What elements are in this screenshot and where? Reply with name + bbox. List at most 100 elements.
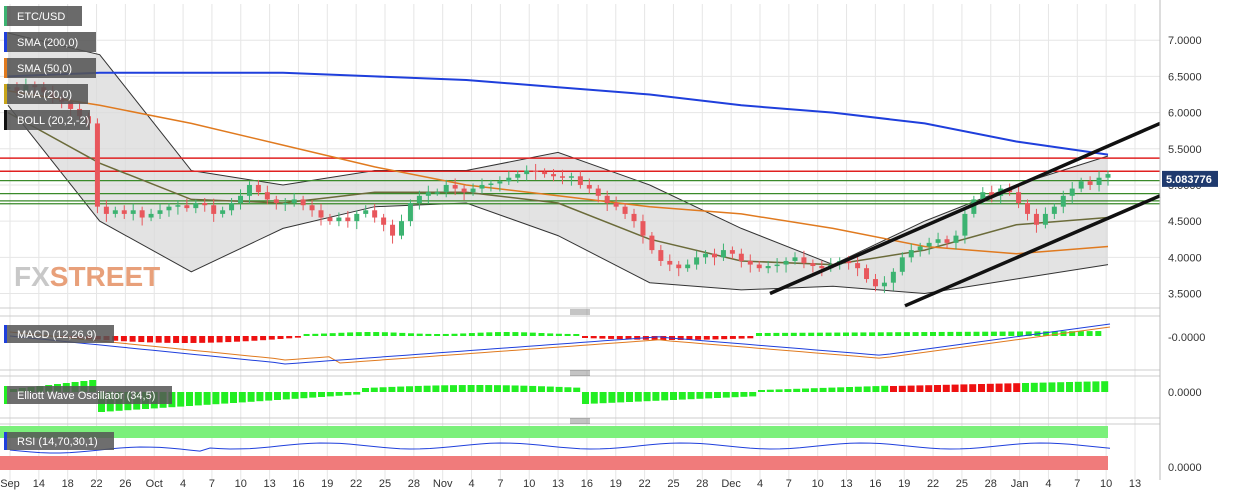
ewo-histogram-bar	[661, 392, 669, 401]
candle	[756, 264, 762, 269]
ewo-histogram-bar	[1083, 381, 1091, 392]
candle	[792, 257, 798, 261]
ewo-histogram-bar	[546, 386, 554, 392]
ewo-histogram-bar	[960, 384, 968, 392]
candle	[94, 123, 100, 207]
candle	[479, 184, 485, 189]
macd-label-box[interactable]: MACD (12,26,9)	[4, 325, 114, 343]
ewo-histogram-bar	[1013, 383, 1021, 392]
candle	[220, 210, 226, 214]
candle	[407, 203, 413, 222]
macd-histogram-bar	[538, 333, 545, 336]
macd-histogram-bar	[625, 336, 632, 340]
x-tick-label: 4	[468, 478, 474, 490]
legend-swatch	[4, 110, 7, 130]
ewo-histogram-bar	[476, 385, 484, 392]
candle	[899, 257, 905, 272]
ewo-histogram-bar	[441, 385, 449, 392]
candle	[1105, 174, 1111, 178]
y-tick-label: 5.5000	[1168, 144, 1202, 156]
macd-histogram-bar	[268, 336, 275, 340]
macd-histogram-bar	[495, 332, 501, 336]
macd-histogram-bar	[347, 332, 354, 336]
macd-histogram-bar	[903, 332, 910, 336]
candle	[935, 239, 941, 243]
macd-histogram-bar	[477, 332, 484, 336]
legend-item[interactable]: SMA (200,0)	[4, 32, 96, 52]
macd-histogram-bar	[260, 336, 267, 341]
ewo-histogram-bar	[529, 385, 537, 392]
candle	[470, 188, 476, 193]
bollinger-lower	[7, 104, 1109, 295]
legend-item[interactable]: SMA (50,0)	[4, 58, 96, 78]
ewo-histogram-bar	[916, 385, 924, 392]
candle	[291, 199, 297, 204]
ewo-histogram-bar	[379, 387, 387, 392]
candle	[238, 195, 244, 204]
ewo-histogram-bar	[247, 392, 255, 402]
candle	[586, 184, 592, 189]
macd-histogram-bar	[964, 331, 971, 336]
ewo-histogram-bar	[934, 385, 941, 392]
rsi-panel	[0, 426, 1111, 470]
macd-histogram-bar	[1095, 331, 1102, 336]
candle	[1016, 192, 1022, 204]
watermark-fx: FX	[14, 261, 50, 292]
candle	[1060, 195, 1066, 207]
ewo-histogram-bar	[467, 385, 475, 392]
x-tick-label: 13	[552, 478, 564, 490]
sma50-line	[7, 90, 1109, 255]
panel-separators[interactable]	[0, 307, 1160, 425]
macd-histogram-bar	[555, 333, 562, 336]
ewo-label-box[interactable]: Elliott Wave Oscillator (34,5)	[4, 386, 172, 404]
legend-box	[4, 32, 96, 52]
ewo-histogram-bar	[722, 392, 730, 398]
ewo-label: Elliott Wave Oscillator (34,5)	[17, 390, 155, 402]
x-tick-label: 25	[667, 478, 679, 490]
candle	[533, 170, 539, 172]
ewo-histogram-bar	[265, 392, 273, 401]
candle	[801, 257, 807, 264]
candle	[390, 224, 396, 236]
legend-item[interactable]: BOLL (20,2,-2)	[4, 110, 90, 130]
x-tick-label: 13	[840, 478, 852, 490]
ewo-histogram-bar	[942, 384, 950, 392]
macd-histogram-bar	[564, 333, 571, 336]
candle	[336, 217, 342, 222]
y-tick-label: 7.0000	[1168, 35, 1202, 47]
candle	[1025, 203, 1031, 214]
candle	[300, 199, 306, 206]
ewo-histogram-bar	[494, 385, 501, 392]
macd-histogram-bar	[1025, 331, 1032, 336]
macd-histogram-bar	[225, 336, 232, 343]
legend-box	[4, 6, 82, 26]
x-tick-label: 28	[985, 478, 997, 490]
candle	[908, 250, 914, 258]
candle	[622, 206, 628, 214]
x-tick-label: 4	[180, 478, 186, 490]
x-tick-label: 16	[581, 478, 593, 490]
rsi-label-box[interactable]: RSI (14,70,30,1)	[4, 432, 114, 450]
ewo-histogram-bar	[775, 389, 783, 392]
legend-item[interactable]: SMA (20,0)	[4, 84, 88, 104]
candle	[273, 199, 279, 204]
y-axis: 7.00006.50006.00005.50005.00004.50004.00…	[1159, 0, 1218, 480]
macd-histogram-bar	[399, 332, 406, 336]
candle	[327, 217, 333, 222]
ewo-histogram-bar	[573, 387, 581, 392]
macd-histogram-bar	[251, 336, 258, 341]
candle	[309, 205, 315, 211]
ewo-histogram-bar	[538, 386, 545, 392]
candle	[819, 266, 825, 269]
x-tick-label: 7	[1074, 478, 1080, 490]
x-tick-label: 13	[263, 478, 275, 490]
x-tick-label: 28	[696, 478, 708, 490]
candle	[255, 184, 261, 193]
ewo-histogram-bar	[1092, 381, 1100, 392]
legend-item[interactable]: ETC/USD	[4, 6, 82, 26]
macd-histogram-bar	[660, 336, 667, 340]
macd-signal-line	[9, 326, 1111, 364]
macd-histogram-bar	[460, 333, 467, 336]
macd-histogram-bar	[547, 333, 554, 336]
candle	[434, 192, 440, 194]
